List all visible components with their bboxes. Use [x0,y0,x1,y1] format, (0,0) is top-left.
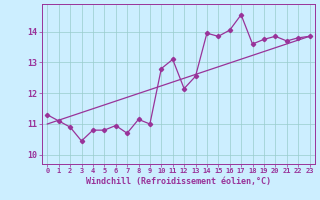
X-axis label: Windchill (Refroidissement éolien,°C): Windchill (Refroidissement éolien,°C) [86,177,271,186]
